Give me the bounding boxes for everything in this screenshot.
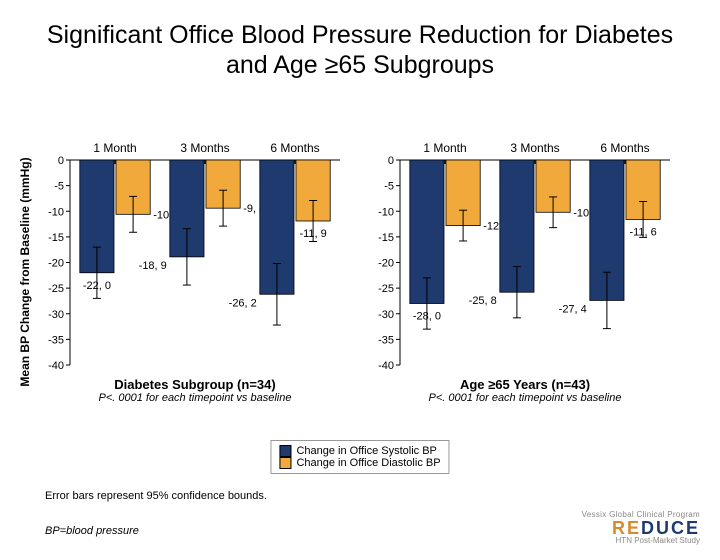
svg-text:0: 0: [388, 155, 394, 167]
svg-text:-15: -15: [48, 232, 64, 244]
svg-text:-5: -5: [54, 181, 64, 193]
svg-text:-35: -35: [378, 334, 394, 346]
svg-text:-20: -20: [48, 258, 64, 270]
panel-p-value: P<. 0001 for each timepoint vs baseline: [30, 392, 360, 404]
legend-box: Change in Office Systolic BP Change in O…: [270, 440, 449, 474]
svg-text:6 Months: 6 Months: [600, 141, 649, 155]
svg-text:-22, 0: -22, 0: [83, 280, 111, 292]
chart-svg-age: 0-5-10-15-20-25-30-35-401 Month-28, 0-12…: [360, 135, 680, 375]
svg-text:1 Month: 1 Month: [93, 141, 136, 155]
page-title: Significant Office Blood Pressure Reduct…: [40, 20, 680, 80]
svg-text:-20: -20: [378, 258, 394, 270]
footnote-error-bars: Error bars represent 95% confidence boun…: [45, 490, 267, 502]
svg-text:1 Month: 1 Month: [423, 141, 466, 155]
chart-panel-age: 0-5-10-15-20-25-30-35-401 Month-28, 0-12…: [360, 135, 690, 415]
legend-item-systolic: Change in Office Systolic BP: [279, 445, 440, 457]
svg-text:6 Months: 6 Months: [270, 141, 319, 155]
svg-text:-25: -25: [378, 283, 394, 295]
svg-text:-28, 0: -28, 0: [413, 311, 441, 323]
svg-text:-25: -25: [48, 283, 64, 295]
svg-text:-15: -15: [378, 232, 394, 244]
svg-text:0: 0: [58, 155, 64, 167]
chart-panel-diabetes: 0-5-10-15-20-25-30-35-401 Month-22, 0-10…: [30, 135, 360, 415]
panel-subtitle: Diabetes Subgroup (n=34): [30, 377, 360, 392]
panel-subtitle: Age ≥65 Years (n=43): [360, 377, 690, 392]
svg-text:-27, 4: -27, 4: [559, 303, 587, 315]
svg-text:-10: -10: [48, 206, 64, 218]
svg-text:-25, 8: -25, 8: [469, 295, 497, 307]
svg-text:-30: -30: [48, 309, 64, 321]
panel-p-value: P<. 0001 for each timepoint vs baseline: [360, 392, 690, 404]
svg-text:3 Months: 3 Months: [510, 141, 559, 155]
svg-text:-18, 9: -18, 9: [139, 260, 167, 272]
legend-swatch-icon: [279, 457, 291, 469]
legend-item-diastolic: Change in Office Diastolic BP: [279, 457, 440, 469]
charts-container: Mean BP Change from Baseline (mmHg) 0-5-…: [30, 135, 690, 415]
svg-text:-35: -35: [48, 334, 64, 346]
svg-text:3 Months: 3 Months: [180, 141, 229, 155]
svg-text:-11, 9: -11, 9: [299, 228, 326, 240]
svg-text:-5: -5: [384, 181, 394, 193]
svg-text:-10: -10: [378, 206, 394, 218]
svg-text:-26, 2: -26, 2: [229, 297, 257, 309]
svg-text:-40: -40: [378, 360, 394, 372]
logo-subtitle: HTN Post-Market Study: [582, 537, 700, 545]
chart-svg-diabetes: 0-5-10-15-20-25-30-35-401 Month-22, 0-10…: [30, 135, 350, 375]
logo-wordmark: REDUCE: [582, 519, 700, 537]
legend-label: Change in Office Systolic BP: [296, 445, 436, 457]
svg-text:-40: -40: [48, 360, 64, 372]
svg-text:-11, 6: -11, 6: [629, 226, 656, 238]
svg-text:-30: -30: [378, 309, 394, 321]
footnote-abbreviation: BP=blood pressure: [45, 525, 139, 537]
legend-label: Change in Office Diastolic BP: [296, 457, 440, 469]
legend-swatch-icon: [279, 445, 291, 457]
